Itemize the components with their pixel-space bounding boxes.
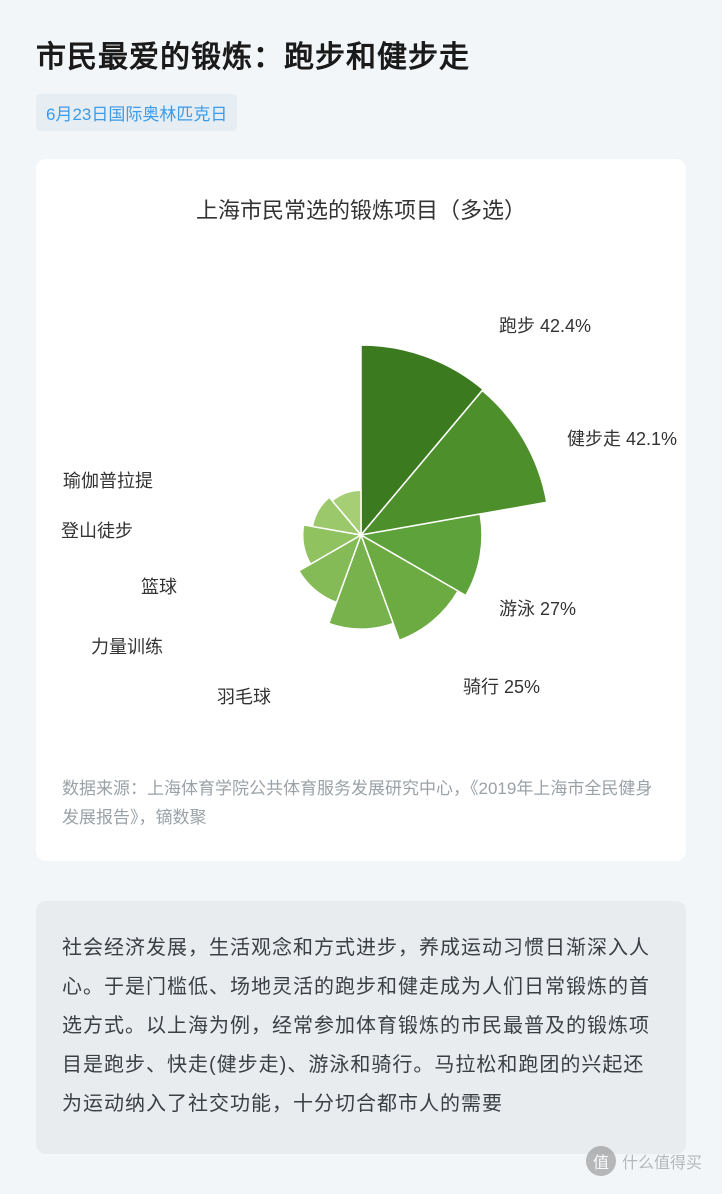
watermark-text: 什么值得买 bbox=[622, 1149, 702, 1173]
data-source: 数据来源：上海体育学院公共体育服务发展研究中心，《2019年上海市全民健身发展报… bbox=[60, 775, 662, 833]
chart-slice-label: 健步走 42.1% bbox=[567, 425, 677, 451]
chart-card: 上海市民常选的锻炼项目（多选） 跑步 42.4% 健步走 42.1% 游泳 27% 骑… bbox=[36, 159, 686, 861]
page-title: 市民最爱的锻炼：跑步和健步走 bbox=[36, 32, 686, 76]
chart-slice-label: 羽毛球 bbox=[217, 683, 271, 709]
chart-slice-label: 力量训练 bbox=[91, 633, 163, 659]
chart-slice-label: 跑步 42.4% bbox=[499, 312, 591, 338]
watermark-badge-icon: 值 bbox=[586, 1146, 616, 1176]
chart-slice-label: 瑜伽普拉提 bbox=[63, 467, 153, 493]
date-tag: 6月23日国际奥林匹克日 bbox=[36, 94, 237, 131]
body-text: 社会经济发展，生活观念和方式进步，养成运动习惯日渐深入人心。于是门槛低、场地灵活… bbox=[62, 929, 660, 1124]
chart-slice-label: 篮球 bbox=[141, 573, 177, 599]
chart-title: 上海市民常选的锻炼项目（多选） bbox=[60, 193, 662, 225]
chart-slice-label: 登山徒步 bbox=[61, 517, 133, 543]
watermark: 值 什么值得买 bbox=[586, 1146, 702, 1176]
chart-slice-label: 游泳 27% bbox=[499, 595, 576, 621]
body-card: 社会经济发展，生活观念和方式进步，养成运动习惯日渐深入人心。于是门槛低、场地灵活… bbox=[36, 901, 686, 1154]
page-root: 市民最爱的锻炼：跑步和健步走 6月23日国际奥林匹克日 上海市民常选的锻炼项目（… bbox=[0, 0, 722, 1194]
chart-slice-label: 骑行 25% bbox=[463, 673, 540, 699]
polar-area-chart: 跑步 42.4%健步走 42.1%游泳 27%骑行 25%羽毛球力量训练篮球登山… bbox=[60, 235, 662, 775]
